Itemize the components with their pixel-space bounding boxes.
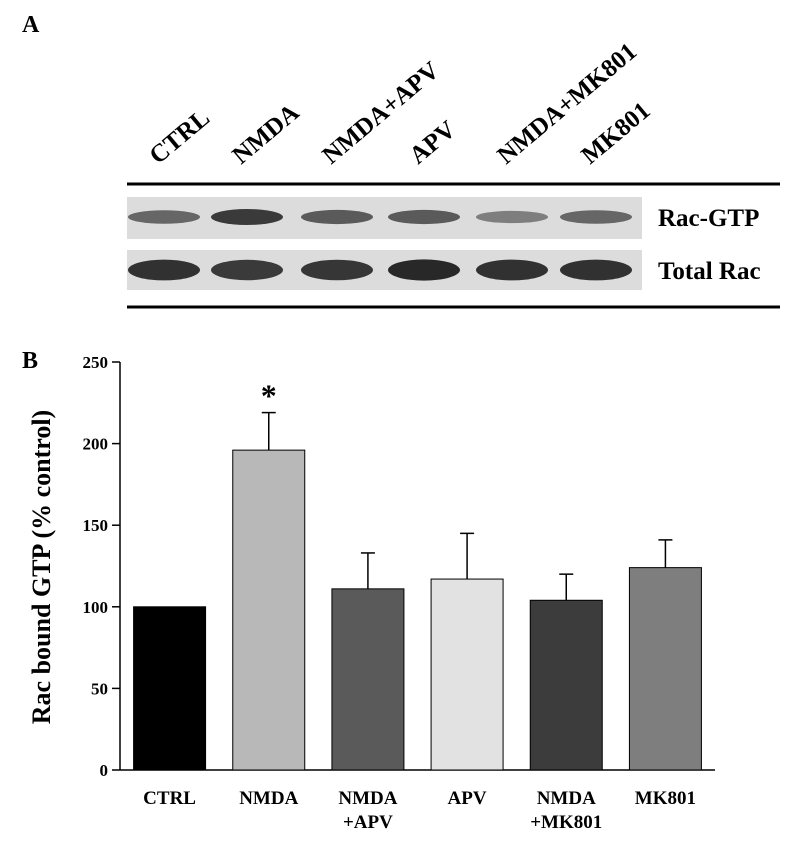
x-tick-label: APV [448,788,487,809]
lane-label: APV [405,116,462,170]
blot-band [128,210,200,224]
panel-a-label: A [22,12,40,38]
blot-band [476,259,548,281]
bar [232,449,306,771]
x-tick-label: NMDA +APV [338,788,397,833]
y-axis-label: Rac bound GTP (% control) [27,410,56,724]
y-tick-label: 0 [100,761,109,780]
bar [133,606,207,771]
blot-row-label: Rac-GTP [658,205,759,232]
lane-label: MK801 [577,97,656,169]
x-tick-label: CTRL [143,788,196,809]
y-tick-label: 50 [91,679,108,698]
significance-marker: * [261,378,277,414]
lane-label: NMDA+MK801 [493,38,643,170]
blot-band [301,209,373,225]
lane-label: NMDA [228,99,305,170]
bar [628,567,702,771]
bar [430,578,504,771]
y-tick-label: 200 [83,435,109,454]
bar-chart: 0 50 100 150 200 250 CTRL * NMDA NMDA +APV APV NMDA +… [83,353,715,833]
y-tick-label: 150 [83,516,109,535]
blot-band [476,210,548,224]
bar [331,588,405,771]
blot-band [211,209,283,225]
y-tick-label: 250 [83,353,109,372]
y-tick-label: 100 [83,598,109,617]
blot-band [211,259,283,281]
blot-row-label: Total Rac [658,258,761,285]
x-tick-label: NMDA +MK801 [530,788,602,833]
blot-band [560,210,632,224]
panel-b-label: B [22,348,38,374]
blot-band [128,259,200,281]
blot-band [388,209,460,225]
blot-band [388,259,460,281]
x-tick-label: MK801 [635,788,696,809]
blot-rows: Rac-GTP Total Rac [127,197,761,290]
blot-band [301,259,373,281]
bar [529,599,603,771]
blot-band [560,259,632,281]
lane-label: CTRL [145,104,216,169]
x-tick-label: NMDA [239,788,298,809]
